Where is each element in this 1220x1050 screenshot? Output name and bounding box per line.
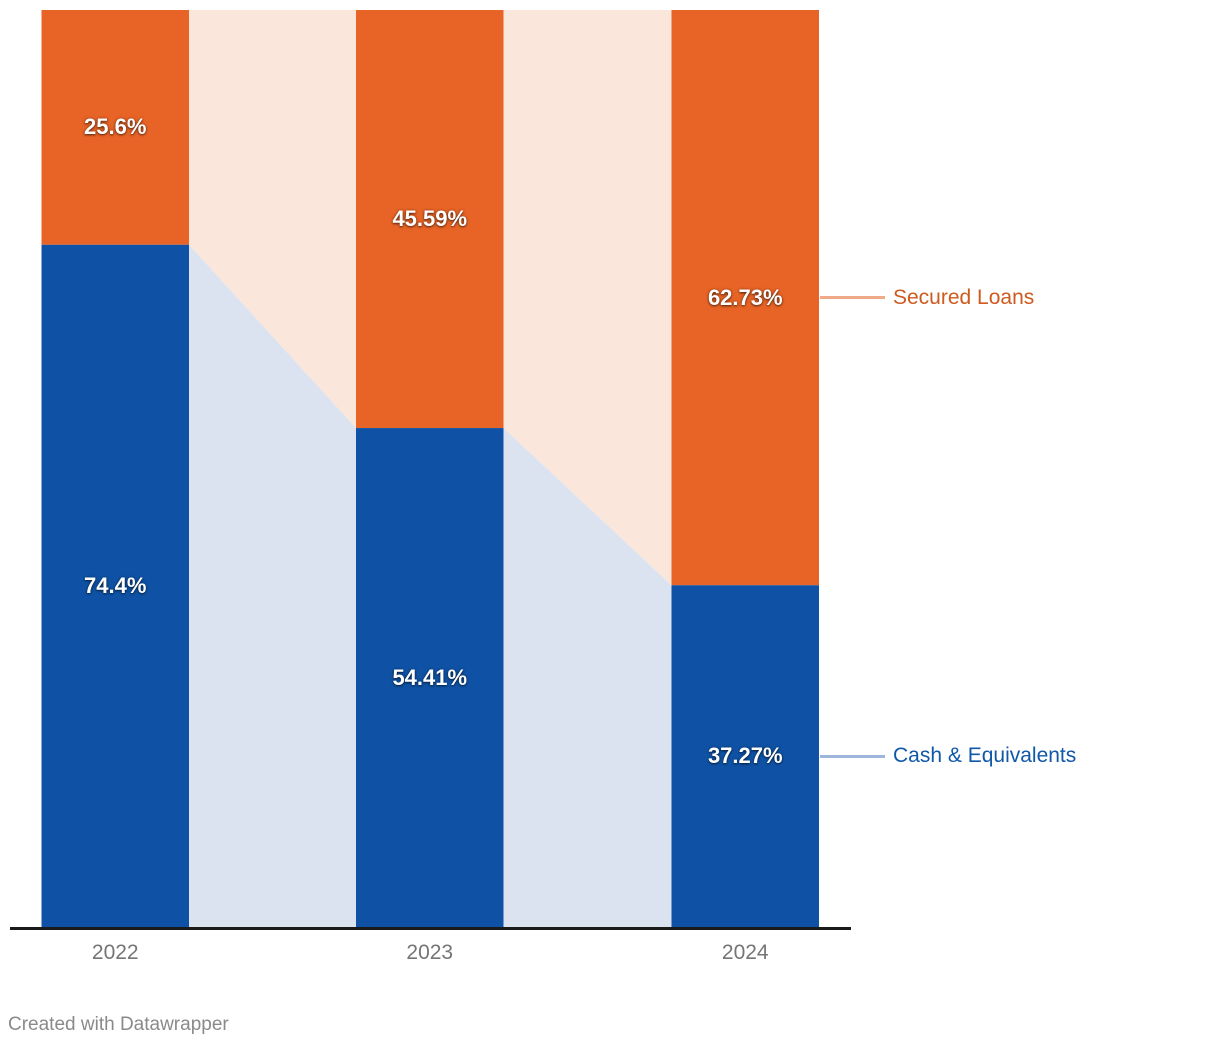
bar-segment-cash-equivalents-2022[interactable] (41, 244, 190, 927)
bar-segment-secured-loans-2022[interactable] (41, 10, 190, 245)
bar-segment-cash-equivalents-2023[interactable] (356, 428, 504, 927)
legend-label-secured-loans: Secured Loans (893, 285, 1035, 309)
connector-area-cash-equivalents (189, 244, 356, 927)
connector-area-secured-loans (189, 10, 356, 429)
legend-connector-line-cash (820, 754, 885, 758)
bar-segment-cash-equivalents-2024[interactable] (671, 585, 820, 927)
x-tick-label-2022: 2022 (91, 941, 139, 964)
x-axis-line (10, 927, 851, 930)
bar-segment-secured-loans-2023[interactable] (356, 10, 504, 429)
legend-item-secured-loans: Secured Loans (820, 283, 1034, 313)
legend-item-cash-equivalents: Cash & Equivalents (820, 741, 1076, 771)
connector-area-cash-equivalents (503, 428, 672, 927)
legend-connector-line-secured (820, 296, 885, 300)
legend-label-cash-equivalents: Cash & Equivalents (893, 744, 1077, 768)
x-tick-label-2023: 2023 (406, 941, 454, 964)
bar-segment-secured-loans-2024[interactable] (671, 10, 820, 586)
connector-area-secured-loans (503, 10, 672, 586)
x-tick-label-2024: 2024 (721, 941, 769, 964)
datawrapper-credit-link[interactable]: Created with Datawrapper (8, 1014, 229, 1035)
